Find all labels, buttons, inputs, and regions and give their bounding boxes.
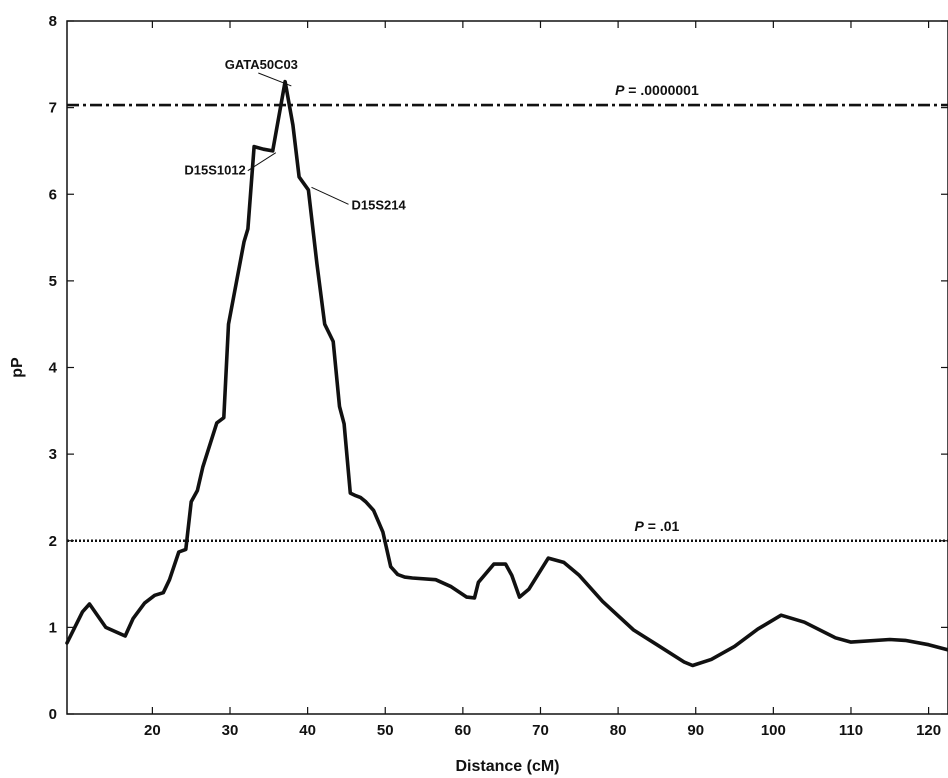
x-tick-label: 120 <box>916 722 941 739</box>
x-tick-label: 110 <box>839 722 863 739</box>
x-tick-label: 90 <box>687 722 704 739</box>
series-layer <box>65 79 948 668</box>
x-tick-label: 30 <box>222 722 239 739</box>
plot-frame <box>66 20 948 715</box>
annotation-label: D15S214 <box>352 197 407 212</box>
annotation-leader <box>247 152 277 172</box>
series-line-1 <box>65 79 948 668</box>
reference-label-2: P = .01 <box>635 518 680 534</box>
x-tick-label: 20 <box>144 722 161 739</box>
y-tick-label: 5 <box>49 273 57 290</box>
reference-label-value: = .0000001 <box>624 82 699 98</box>
x-tick-label: 50 <box>377 722 394 739</box>
annotations: GATA50C03 D15S1012 D15S214 <box>184 57 406 212</box>
y-axis-title: pP <box>9 357 26 378</box>
y-tick-label: 4 <box>49 360 58 377</box>
annotation-label: GATA50C03 <box>225 57 298 72</box>
x-tick-label: 100 <box>761 722 786 739</box>
annotation-label: D15S1012 <box>184 163 245 178</box>
y-tick-label: 6 <box>49 186 57 203</box>
x-axis-title: Distance (cM) <box>455 758 559 775</box>
annotation-leader <box>311 186 349 205</box>
reference-label-prefix: P <box>615 82 625 98</box>
y-tick-label: 3 <box>49 446 57 463</box>
x-tick-label: 80 <box>610 722 627 739</box>
annotation-leader <box>258 72 292 87</box>
x-tick-label: 60 <box>455 722 472 739</box>
reference-label-prefix: P <box>635 518 645 534</box>
x-tick-label: 40 <box>299 722 316 739</box>
reference-label-value: = .01 <box>644 518 680 534</box>
y-tick-label: 2 <box>49 533 57 550</box>
y-tick-label: 7 <box>49 100 57 117</box>
y-tick-label: 0 <box>49 706 57 723</box>
y-tick-label: 1 <box>49 619 57 636</box>
y-tick-label: 8 <box>49 13 57 30</box>
axes-layer: 20 30 40 50 60 70 80 90 100 110 120 0 1 2 3 4 5 6 7 8 <box>49 13 948 739</box>
reference-label-1: P = .0000001 <box>615 82 699 98</box>
x-tick-label: 70 <box>532 722 549 739</box>
